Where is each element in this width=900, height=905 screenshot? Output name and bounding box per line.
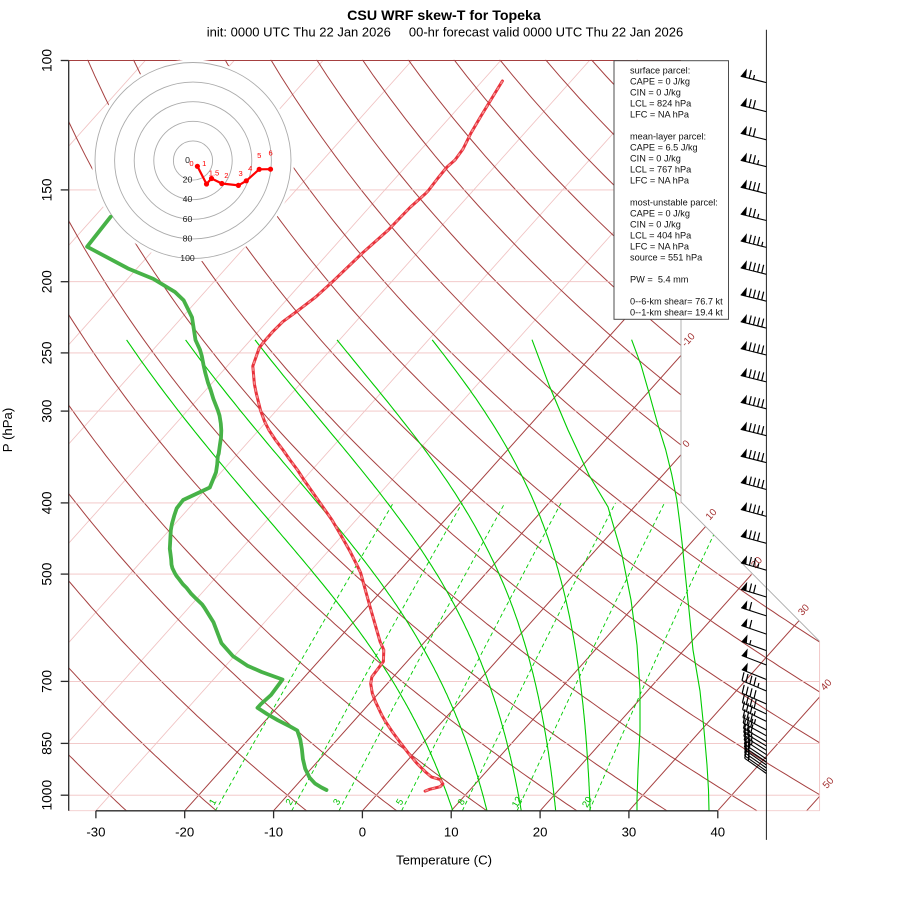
svg-text:0: 0 [189,159,193,168]
svg-text:20: 20 [183,175,193,185]
svg-text:source = 551 hPa: source = 551 hPa [630,252,703,262]
svg-text:20: 20 [533,825,548,840]
svg-text:most-unstable parcel:: most-unstable parcel: [630,197,718,207]
svg-text:LCL = 767 hPa: LCL = 767 hPa [630,164,692,174]
svg-text:LCL = 404 hPa: LCL = 404 hPa [630,230,692,240]
svg-text:100: 100 [39,49,54,72]
svg-text:CIN = 0 J/kg: CIN = 0 J/kg [630,87,681,97]
svg-text:40: 40 [710,825,725,840]
svg-text:5: 5 [257,151,261,160]
svg-text:CIN = 0 J/kg: CIN = 0 J/kg [630,153,681,163]
svg-text:LFC = NA hPa: LFC = NA hPa [630,241,690,251]
svg-text:40: 40 [183,194,193,204]
svg-text:80: 80 [183,233,193,243]
svg-text:300: 300 [39,399,54,422]
svg-text:CAPE = 6.5 J/kg: CAPE = 6.5 J/kg [630,142,698,152]
svg-text:surface parcel:: surface parcel: [630,65,690,75]
svg-text:10: 10 [444,825,459,840]
svg-text:6: 6 [268,149,272,158]
svg-text:Temperature (C): Temperature (C) [396,853,492,868]
svg-text:PW = 5.4 mm: PW = 5.4 mm [630,274,689,284]
svg-text:LFC = NA hPa: LFC = NA hPa [630,175,690,185]
svg-text:400: 400 [39,491,54,514]
svg-text:1000: 1000 [39,780,54,811]
svg-text:1: 1 [202,159,206,168]
svg-text:1.5: 1.5 [209,168,220,177]
svg-text:init: 0000 UTC Thu 22 Jan 2026: init: 0000 UTC Thu 22 Jan 2026 00-hr for… [207,25,683,40]
svg-text:CSU WRF skew-T for Topeka: CSU WRF skew-T for Topeka [347,8,541,24]
svg-text:P (hPa): P (hPa) [0,408,15,452]
svg-text:100: 100 [180,253,195,263]
svg-text:0: 0 [359,825,366,840]
svg-text:mean-layer parcel:: mean-layer parcel: [630,131,706,141]
svg-text:200: 200 [39,270,54,293]
svg-text:LCL = 824 hPa: LCL = 824 hPa [630,98,692,108]
svg-text:850: 850 [39,732,54,755]
svg-text:LFC = NA hPa: LFC = NA hPa [630,109,690,119]
svg-text:3: 3 [238,169,242,178]
svg-text:-10: -10 [264,825,283,840]
svg-text:250: 250 [39,341,54,364]
svg-text:CIN = 0 J/kg: CIN = 0 J/kg [630,219,681,229]
svg-text:CAPE = 0 J/kg: CAPE = 0 J/kg [630,76,690,86]
svg-text:-30: -30 [86,825,105,840]
svg-text:500: 500 [39,562,54,585]
svg-text:30: 30 [622,825,637,840]
svg-text:2: 2 [224,171,228,180]
svg-text:150: 150 [39,178,54,201]
svg-text:CAPE = 0 J/kg: CAPE = 0 J/kg [630,208,690,218]
svg-text:60: 60 [183,214,193,224]
svg-text:0--1-km shear= 19.4 kt: 0--1-km shear= 19.4 kt [630,307,723,317]
svg-text:4: 4 [248,164,252,173]
svg-text:700: 700 [39,670,54,693]
svg-text:-20: -20 [175,825,194,840]
svg-text:0--6-km shear= 76.7 kt: 0--6-km shear= 76.7 kt [630,296,723,306]
